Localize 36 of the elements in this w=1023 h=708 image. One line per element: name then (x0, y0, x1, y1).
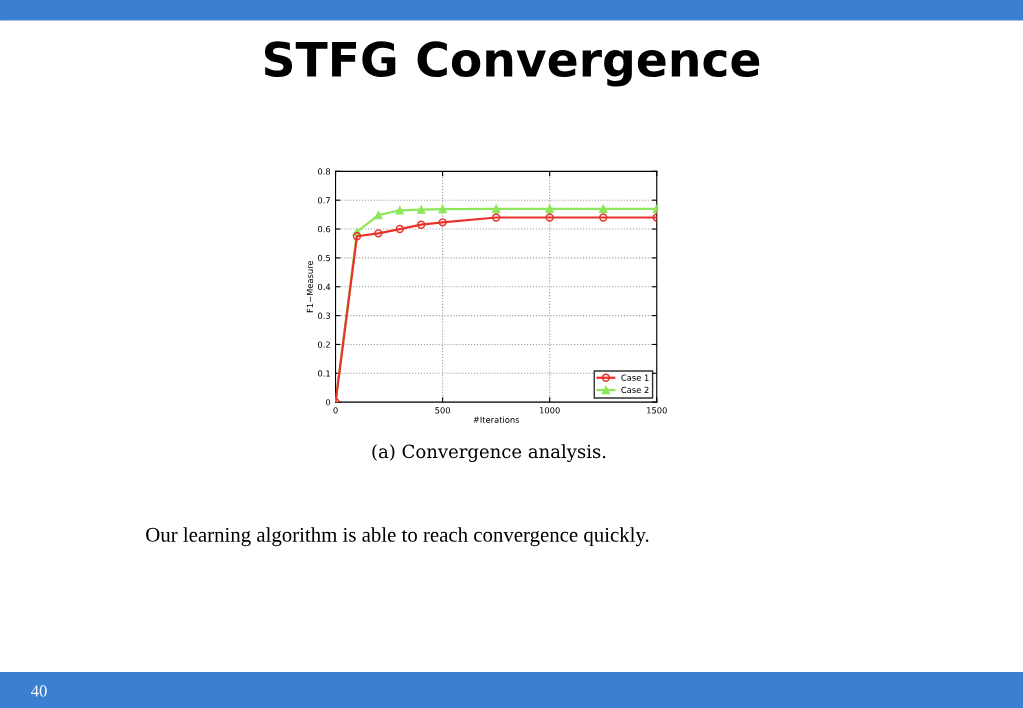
text: 40 (31, 685, 47, 697)
point (374, 211, 383, 220)
point (438, 218, 447, 227)
legend-label: Case 2 (621, 386, 649, 394)
point (491, 204, 501, 214)
text: Our learning algorithm is able to reach convergence quickly. (146, 527, 649, 547)
point (599, 213, 608, 222)
point (395, 224, 404, 234)
y-tick-label: 0.6 (317, 226, 331, 233)
x-tick-label: 1500 (647, 407, 667, 414)
point (599, 204, 608, 214)
point (352, 232, 362, 241)
y-tick-label: 0.8 (317, 168, 331, 175)
x-tick-label: 0 (333, 407, 338, 414)
point (491, 213, 501, 222)
y-tick-label: 0.1 (317, 370, 330, 377)
y-tick-label: 0.4 (317, 283, 331, 291)
text: (a) Convergence analysis. (372, 444, 606, 462)
y-tick-label: 0 (325, 399, 331, 406)
point (545, 213, 554, 222)
point (417, 205, 426, 214)
x-tick-label: 1000 (540, 407, 560, 414)
x-axis-title: #Iterations (473, 416, 520, 423)
chart-title: STFG Convergence (264, 41, 760, 87)
y-tick-label: 0.2 (317, 341, 330, 348)
y-tick-label: 0.3 (317, 312, 331, 319)
point (545, 204, 554, 214)
y-tick-label: 0.5 (317, 254, 330, 262)
y-axis-title: F1−Measure (306, 260, 314, 313)
y-tick-label: 0.7 (317, 197, 330, 204)
point (395, 206, 404, 215)
legend-label: Case 1 (621, 374, 649, 381)
point (438, 204, 447, 214)
x-tick-label: 500 (435, 407, 451, 414)
point (374, 229, 383, 238)
point (417, 220, 426, 229)
